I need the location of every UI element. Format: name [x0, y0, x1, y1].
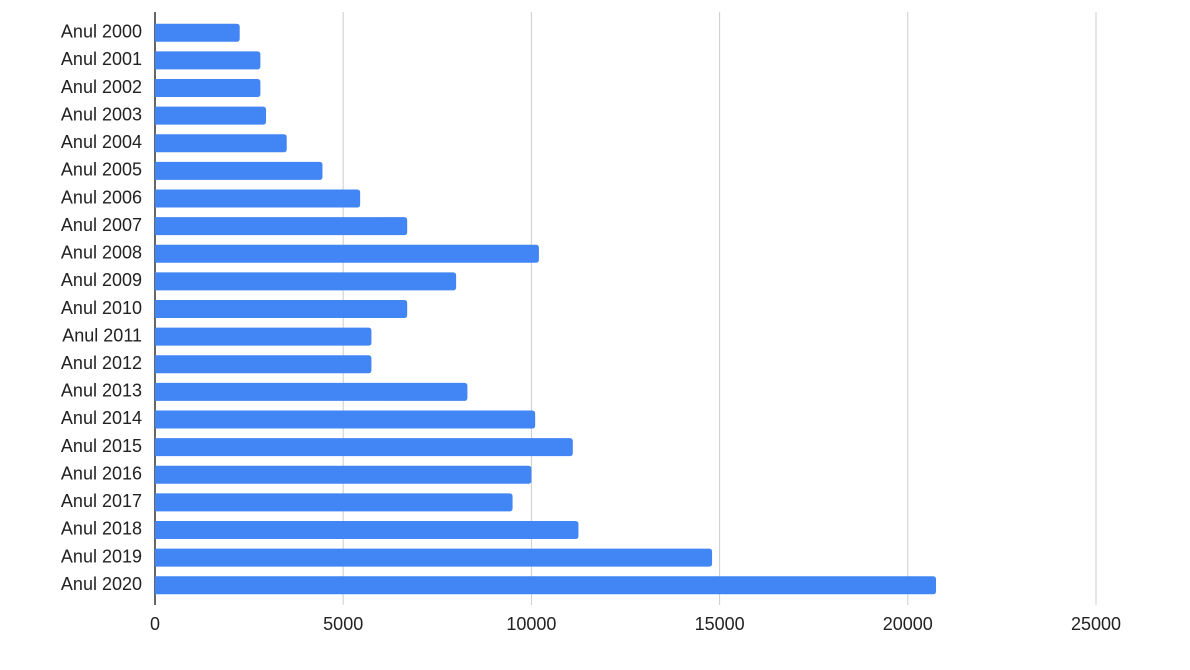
bar — [155, 300, 408, 318]
y-tick-label: Anul 2011 — [62, 325, 142, 345]
bar — [155, 244, 539, 263]
y-tick-label: Anul 2014 — [61, 408, 142, 428]
x-tick-label: 15000 — [695, 614, 745, 634]
y-tick-label: Anul 2004 — [61, 132, 142, 152]
bar — [155, 576, 937, 595]
bar — [155, 189, 361, 208]
x-tick-label: 20000 — [883, 614, 933, 634]
bar — [155, 520, 579, 539]
bar — [155, 465, 532, 484]
bar — [155, 355, 372, 374]
bar — [155, 217, 408, 236]
y-tick-label: Anul 2003 — [61, 104, 142, 124]
y-tick-label: Anul 2016 — [61, 463, 142, 483]
y-tick-label: Anul 2018 — [61, 519, 142, 539]
y-tick-label: Anul 2000 — [61, 22, 142, 42]
y-tick-label: Anul 2001 — [61, 49, 142, 69]
y-tick-label: Anul 2007 — [61, 215, 142, 235]
y-tick-label: Anul 2008 — [61, 243, 142, 263]
y-tick-label: Anul 2010 — [61, 298, 142, 318]
y-tick-label: Anul 2009 — [61, 270, 142, 290]
y-tick-label: Anul 2015 — [61, 436, 142, 456]
x-tick-label: 5000 — [323, 614, 363, 634]
y-tick-label: Anul 2013 — [61, 381, 142, 401]
y-tick-label: Anul 2006 — [61, 187, 142, 207]
y-tick-label: Anul 2002 — [61, 77, 142, 97]
x-tick-label: 0 — [150, 614, 160, 634]
y-tick-label: Anul 2012 — [61, 353, 142, 373]
x-tick-label: 10000 — [506, 614, 556, 634]
bar — [155, 79, 261, 98]
bar — [155, 272, 457, 291]
bar — [155, 410, 536, 429]
bar — [155, 382, 468, 401]
y-tick-label: Anul 2005 — [61, 160, 142, 180]
bar — [155, 106, 267, 125]
x-tick-label: 25000 — [1071, 614, 1121, 634]
y-tick-label: Anul 2020 — [61, 574, 142, 594]
bar — [155, 327, 372, 346]
y-tick-label: Anul 2019 — [61, 546, 142, 566]
bar — [155, 438, 573, 457]
y-tick-label: Anul 2017 — [61, 491, 142, 511]
bar — [155, 548, 713, 567]
bar — [155, 134, 287, 153]
bar — [155, 51, 261, 70]
bar — [155, 23, 240, 42]
bar — [155, 161, 323, 180]
bar — [155, 493, 513, 512]
